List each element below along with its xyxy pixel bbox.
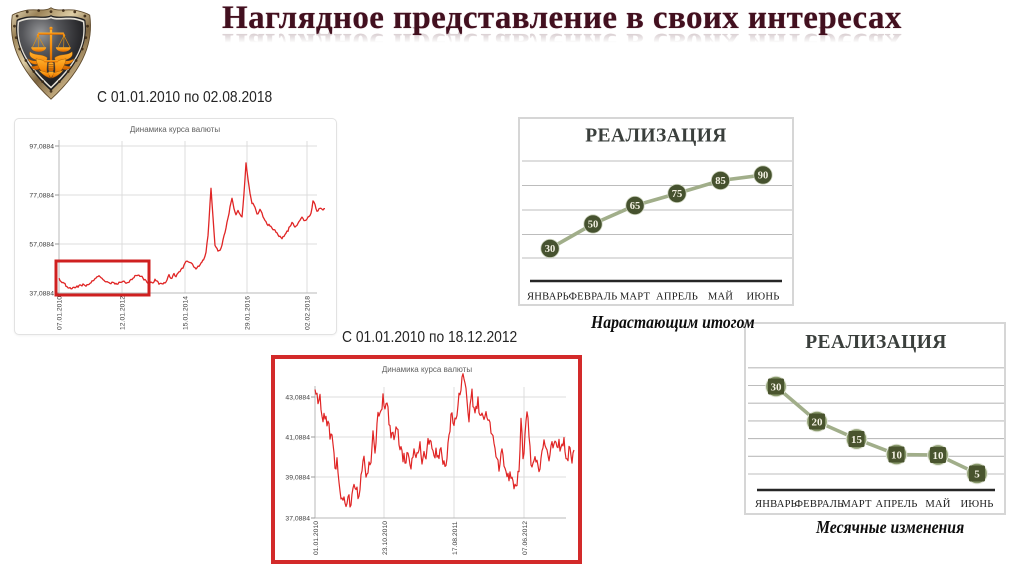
svg-text:41,0884: 41,0884 xyxy=(285,434,310,441)
svg-text:ФЕВРАЛЬ: ФЕВРАЛЬ xyxy=(569,292,618,303)
svg-text:07.06.2012: 07.06.2012 xyxy=(522,521,529,555)
svg-text:ФЕВРАЛЬ: ФЕВРАЛЬ xyxy=(795,499,844,510)
svg-text:97,0884: 97,0884 xyxy=(29,143,54,150)
svg-text:12.01.2012: 12.01.2012 xyxy=(120,296,127,330)
svg-text:РЕАЛИЗАЦИЯ: РЕАЛИЗАЦИЯ xyxy=(585,126,727,147)
svg-text:07.01.2010: 07.01.2010 xyxy=(57,296,64,330)
svg-text:Динамика курса валюты: Динамика курса валюты xyxy=(130,125,220,134)
svg-text:77,0884: 77,0884 xyxy=(29,192,54,199)
svg-text:37,0884: 37,0884 xyxy=(29,290,54,297)
svg-text:МАЙ: МАЙ xyxy=(708,291,733,303)
svg-text:ЯНВАРЬ: ЯНВАРЬ xyxy=(755,499,797,510)
svg-text:РЕАЛИЗАЦИЯ: РЕАЛИЗАЦИЯ xyxy=(805,332,947,353)
svg-text:29.01.2016: 29.01.2016 xyxy=(245,296,252,330)
svg-text:90: 90 xyxy=(758,171,769,182)
svg-text:10: 10 xyxy=(933,450,945,462)
svg-text:23.10.2010: 23.10.2010 xyxy=(382,521,389,555)
svg-text:Динамика курса валюты: Динамика курса валюты xyxy=(382,365,472,374)
svg-text:АПРЕЛЬ: АПРЕЛЬ xyxy=(656,292,698,303)
svg-text:ИЮНЬ: ИЮНЬ xyxy=(746,292,779,303)
svg-text:ИЮНЬ: ИЮНЬ xyxy=(960,499,993,510)
svg-text:МАРТ: МАРТ xyxy=(841,499,872,510)
svg-text:5: 5 xyxy=(974,469,980,481)
svg-text:75: 75 xyxy=(672,189,683,200)
svg-text:57,0884: 57,0884 xyxy=(29,241,54,248)
svg-text:20: 20 xyxy=(812,417,824,429)
svg-text:10: 10 xyxy=(891,450,903,462)
svg-text:43,0884: 43,0884 xyxy=(285,394,310,401)
svg-text:15: 15 xyxy=(851,434,863,446)
svg-text:АПРЕЛЬ: АПРЕЛЬ xyxy=(876,499,918,510)
svg-text:65: 65 xyxy=(630,201,641,212)
svg-text:02.02.2018: 02.02.2018 xyxy=(305,296,312,330)
svg-text:МАРТ: МАРТ xyxy=(620,292,651,303)
svg-text:37,0884: 37,0884 xyxy=(285,515,310,522)
svg-text:15.01.2014: 15.01.2014 xyxy=(183,296,190,330)
svg-text:МАЙ: МАЙ xyxy=(925,498,950,510)
svg-text:ЯНВАРЬ: ЯНВАРЬ xyxy=(527,292,569,303)
svg-text:85: 85 xyxy=(715,176,726,187)
svg-text:01.01.2010: 01.01.2010 xyxy=(313,521,320,555)
svg-text:17.08.2011: 17.08.2011 xyxy=(452,521,459,555)
svg-text:39,0884: 39,0884 xyxy=(285,474,310,481)
svg-text:50: 50 xyxy=(588,220,599,231)
svg-text:30: 30 xyxy=(771,382,783,394)
svg-text:30: 30 xyxy=(545,244,556,255)
